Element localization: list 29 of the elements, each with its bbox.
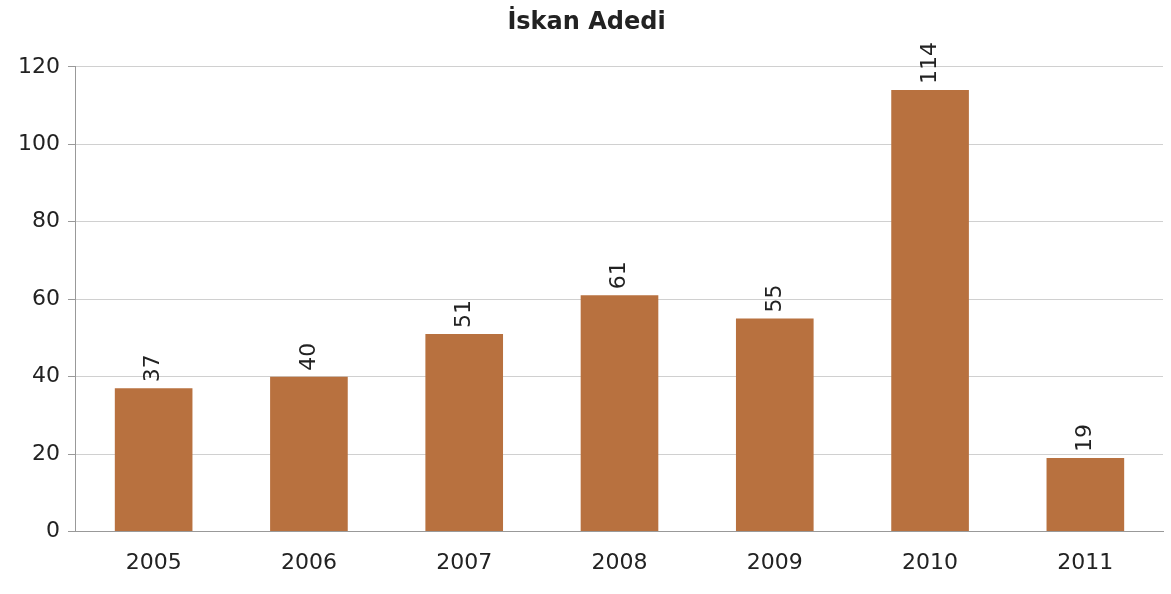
data-label: 19 xyxy=(1071,424,1097,453)
y-tick-label: 60 xyxy=(31,284,60,310)
data-label: 51 xyxy=(449,300,475,329)
data-label: 55 xyxy=(760,284,786,313)
bar xyxy=(114,388,193,532)
x-tick-label: 2010 xyxy=(902,548,959,574)
y-tick-label: 120 xyxy=(17,52,60,78)
x-tick-label: 2009 xyxy=(746,548,803,574)
bar xyxy=(735,318,814,532)
x-tick-label: 2005 xyxy=(125,548,182,574)
bar xyxy=(891,90,969,532)
chart-title: İskan Adedi xyxy=(507,5,666,35)
x-tick-label: 2007 xyxy=(436,548,493,574)
data-label: 37 xyxy=(139,354,165,383)
data-label: 114 xyxy=(915,42,941,85)
data-label: 40 xyxy=(294,342,320,371)
bar xyxy=(1046,458,1125,532)
data-label: 61 xyxy=(605,261,631,290)
bar xyxy=(580,295,659,532)
y-tick-label: 0 xyxy=(45,517,60,543)
x-tick-label: 2006 xyxy=(280,548,337,574)
bar xyxy=(425,334,504,532)
y-tick-label: 80 xyxy=(31,207,60,233)
y-tick-label: 100 xyxy=(17,129,60,155)
x-tick-label: 2011 xyxy=(1057,548,1114,574)
bar xyxy=(270,376,348,532)
x-tick-label: 2008 xyxy=(591,548,648,574)
y-tick-label: 40 xyxy=(31,362,60,388)
y-tick-label: 20 xyxy=(31,439,60,465)
